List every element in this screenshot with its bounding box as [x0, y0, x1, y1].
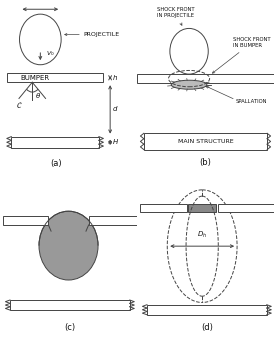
Bar — [89, 216, 137, 225]
Bar — [147, 305, 267, 315]
Ellipse shape — [171, 80, 207, 89]
Bar — [188, 204, 216, 212]
Text: (d): (d) — [201, 323, 213, 332]
Text: $D_S$: $D_S$ — [35, 0, 45, 3]
Bar — [140, 204, 187, 212]
Text: $V_0$: $V_0$ — [46, 49, 55, 58]
Bar — [137, 74, 274, 83]
Bar — [144, 133, 267, 150]
Bar — [7, 73, 103, 82]
Text: SHOCK FRONT
IN PROJECTILE: SHOCK FRONT IN PROJECTILE — [156, 7, 194, 25]
Text: MAIN STRUCTURE: MAIN STRUCTURE — [178, 139, 233, 144]
Text: PROJECTILE: PROJECTILE — [83, 32, 119, 37]
Text: (c): (c) — [64, 323, 75, 332]
Text: $D_h$: $D_h$ — [197, 230, 207, 240]
Text: SHOCK FRONT
IN BUMPER: SHOCK FRONT IN BUMPER — [212, 37, 270, 73]
Text: h: h — [113, 75, 117, 81]
Text: $\theta$: $\theta$ — [35, 91, 41, 100]
Text: BUMPER: BUMPER — [20, 75, 50, 81]
Text: H: H — [113, 139, 118, 145]
Bar — [218, 204, 274, 212]
Text: (a): (a) — [51, 159, 62, 168]
Bar — [3, 216, 48, 225]
Bar — [12, 137, 99, 148]
Text: d: d — [113, 106, 117, 113]
Text: $\mathcal{C}$: $\mathcal{C}$ — [16, 100, 22, 110]
Text: (b): (b) — [199, 158, 212, 167]
Bar — [10, 300, 130, 310]
Ellipse shape — [39, 211, 98, 280]
Text: SPALLATION: SPALLATION — [236, 99, 267, 104]
